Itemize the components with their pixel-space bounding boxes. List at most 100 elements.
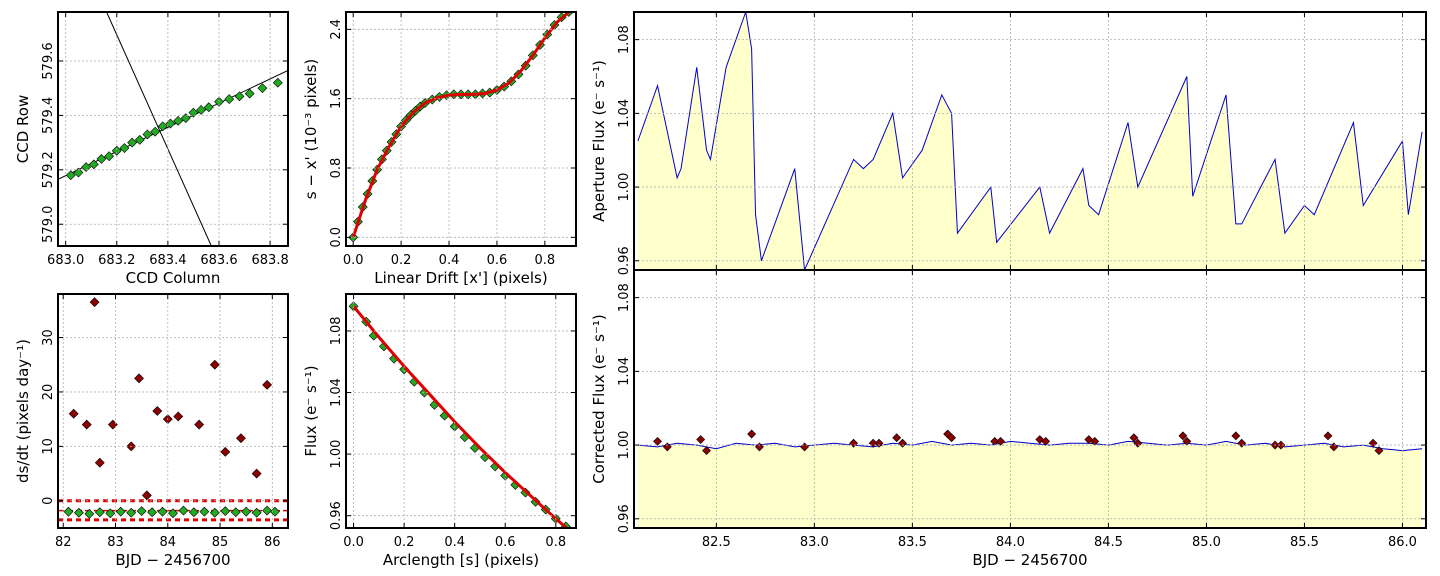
data-point <box>168 508 178 519</box>
outlier-point <box>173 411 184 422</box>
data-point <box>134 134 145 145</box>
y-axis-label: ds/dt (pixels day⁻¹) <box>14 339 32 483</box>
axes-fluxarc: 0.0 0.2 0.4 0.6 0.8 0.96 1.00 1.04 1.08 Arclength… <box>302 293 577 569</box>
outlier-point <box>696 435 706 444</box>
axes-frame <box>633 269 1427 529</box>
axes-frame <box>345 11 577 247</box>
data-point <box>63 506 74 517</box>
data-point <box>257 83 268 94</box>
outlier-point <box>1129 433 1139 443</box>
x-tick-label: 0.0 <box>343 535 364 550</box>
x-tick-label: 0.8 <box>535 253 556 268</box>
data-point <box>104 151 115 162</box>
plot-area-fluxarc <box>348 301 571 528</box>
data-point <box>94 507 105 518</box>
data-point <box>150 126 161 137</box>
outlier-point <box>947 433 957 443</box>
y-tick-label: 30 <box>41 329 56 346</box>
outlier-point <box>1231 431 1241 441</box>
data-point <box>157 121 168 132</box>
y-tick-label: 579.4 <box>41 97 56 134</box>
y-axis-label: s − x' (10⁻³ pixels) <box>302 59 320 200</box>
outlier-point <box>892 433 902 443</box>
outlier-point <box>209 359 220 370</box>
outlier-point <box>134 373 144 384</box>
y-tick-label: 1.04 <box>617 357 632 386</box>
y-axis-label: Aperture Flux (e⁻ s⁻¹) <box>590 60 608 222</box>
data-point <box>230 507 241 518</box>
data-point <box>84 508 95 519</box>
plot-area-corrected <box>637 429 1423 528</box>
data-point <box>147 507 158 518</box>
data-point <box>180 113 191 124</box>
axes-dsdt: 82 83 84 85 86 0 10 20 30 BJD − 2456700 ds/dt (pix… <box>14 293 289 569</box>
x-tick-label: 83.0 <box>800 535 829 550</box>
y-tick-label: 1.08 <box>617 283 632 312</box>
y-tick-label: 0.96 <box>329 501 344 530</box>
outlier-point <box>1178 431 1188 441</box>
y-axis-label: CCD Row <box>14 95 32 163</box>
x-tick-label: 85.5 <box>1290 535 1319 550</box>
y-tick-label: 579.0 <box>41 206 56 243</box>
outlier-point <box>1041 436 1051 446</box>
axes-frame <box>345 293 577 529</box>
x-tick-label: 683.2 <box>98 253 135 268</box>
outlier-point <box>1374 446 1384 456</box>
y-tick-label: 1.6 <box>329 88 344 109</box>
data-point <box>73 507 84 518</box>
x-tick-label: 0.4 <box>439 253 460 268</box>
data-point <box>115 506 126 517</box>
outlier-point <box>194 419 205 430</box>
outlier-point <box>89 297 100 308</box>
x-tick-label: 84.0 <box>996 535 1025 550</box>
y-axis-label: Flux (e⁻ s⁻¹) <box>302 365 320 456</box>
y-tick-label: 0.96 <box>617 246 632 275</box>
axes-drift: 0.0 0.2 0.4 0.6 0.8 0.0 0.8 1.6 2.4 Linear Drift … <box>302 11 577 287</box>
fit-curve <box>352 305 569 528</box>
data-point <box>196 105 207 115</box>
outlier-point <box>94 457 105 468</box>
data-point <box>188 107 199 118</box>
data-point <box>188 507 199 518</box>
x-tick-label: 0.2 <box>394 535 415 550</box>
y-tick-label: 1.04 <box>617 99 632 128</box>
flux-area <box>637 12 1423 270</box>
y-tick-label: 0.96 <box>617 504 632 533</box>
data-point <box>111 145 122 156</box>
x-axis-label: BJD − 2456700 <box>972 551 1087 569</box>
data-point <box>136 506 147 517</box>
fit-line <box>106 12 212 246</box>
outlier-point <box>874 438 884 448</box>
y-tick-label: 2.4 <box>329 19 344 40</box>
plot-area-dsdt <box>58 297 288 522</box>
axes-aperture: 0.96 1.00 1.04 1.08 Aperture Flux (e⁻ s⁻¹) <box>590 11 1427 275</box>
outlier-point <box>251 468 262 479</box>
data-point <box>241 506 252 517</box>
y-tick-label: 579.6 <box>41 42 56 79</box>
y-tick-label: 1.00 <box>617 173 632 202</box>
x-tick-label: 683.8 <box>252 253 289 268</box>
data-point <box>251 507 262 518</box>
y-tick-label: 20 <box>41 384 56 401</box>
x-tick-label: 83 <box>107 535 124 550</box>
data-point <box>65 170 76 181</box>
data-point <box>105 508 116 519</box>
flux-area <box>637 441 1423 528</box>
data-point <box>96 154 107 164</box>
x-tick-label: 0.0 <box>343 253 364 268</box>
x-tick-label: 83.5 <box>898 535 927 550</box>
outlier-point <box>236 433 246 444</box>
x-tick-label: 84.5 <box>1094 535 1123 550</box>
outlier-point <box>653 436 662 446</box>
x-tick-label: 82 <box>55 535 72 550</box>
data-point <box>244 88 255 99</box>
x-tick-label: 86 <box>264 535 281 550</box>
x-axis-label: BJD − 2456700 <box>115 551 230 569</box>
outlier-point <box>107 419 118 430</box>
outlier-point <box>702 446 711 456</box>
data-point <box>209 507 220 518</box>
data-point <box>142 129 153 140</box>
plot-area-ccd <box>58 12 288 246</box>
axes-ccd: 683.0 683.2 683.4 683.6 683.8 579.0 579.2 579.4… <box>14 11 289 287</box>
